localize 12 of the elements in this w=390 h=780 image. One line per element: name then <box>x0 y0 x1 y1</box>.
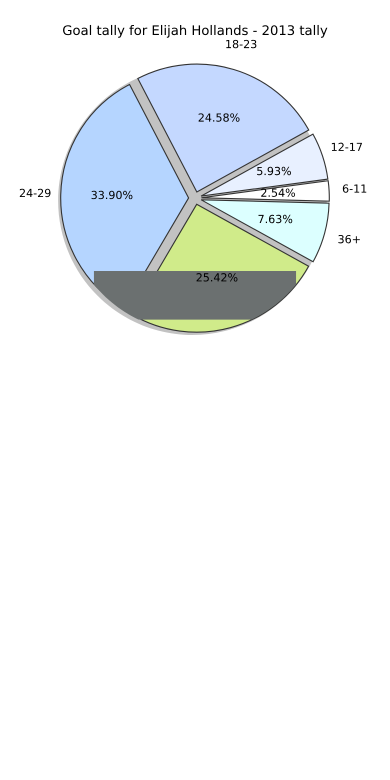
data-label: 7.63% <box>258 214 292 224</box>
slice-label: 18-23 <box>226 40 256 48</box>
chart-title: Goal tally for Elijah Hollands - 2013 tally <box>62 24 328 38</box>
slice-label: 6-11 <box>342 184 366 193</box>
data-label: 24.58% <box>198 113 240 122</box>
data-label: 25.42% <box>196 273 238 282</box>
data-label: 33.90% <box>92 190 132 200</box>
slice-label: 36+ <box>338 234 360 244</box>
data-label: 5.93% <box>257 166 291 176</box>
slice-label: 12-17 <box>332 142 362 151</box>
data-label: 2.54% <box>261 188 296 197</box>
slice-label: 24-29 <box>20 188 51 198</box>
